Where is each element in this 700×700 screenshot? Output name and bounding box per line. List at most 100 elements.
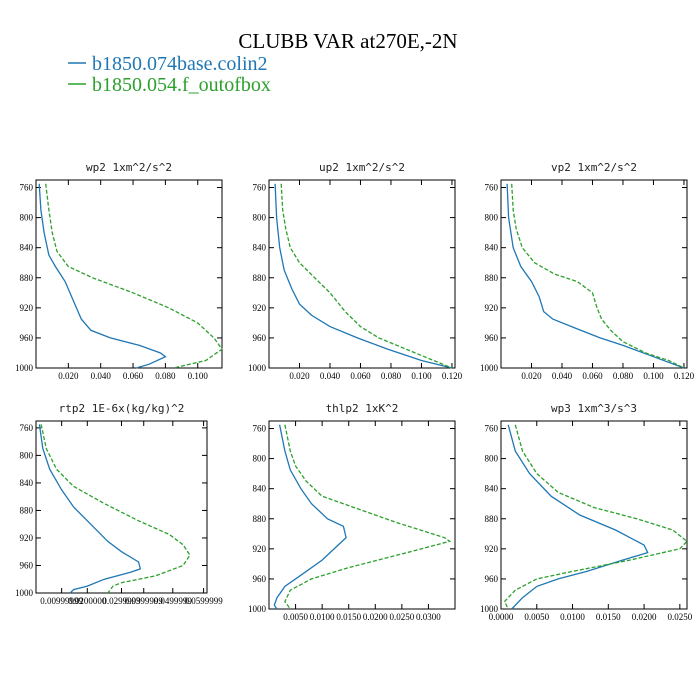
panel-title-3: rtp2 1E-6x(kg/kg)^2 xyxy=(59,402,185,415)
y-tick-label-5-1: 800 xyxy=(485,454,499,464)
series-line-3-1 xyxy=(40,424,191,594)
y-tick-label-4-5: 960 xyxy=(253,574,267,584)
y-tick-label-4-0: 760 xyxy=(253,424,267,434)
chart-panel-5: wp3 1xm^3/s^3 760 800 840 880 920 960 10000.000… xyxy=(480,402,693,622)
x-tick-label-5-5: 0.0250 xyxy=(667,612,692,622)
y-tick-label-3-6: 1000 xyxy=(15,588,34,598)
series-line-2-0 xyxy=(506,183,685,369)
chart-panel-0: wp2 1xm^2/s^2 760 800 840 880 920 960 1000 0.020… xyxy=(15,161,223,381)
y-tick-label-1-6: 1000 xyxy=(248,363,267,373)
x-tick-label-3-5: 0.0599999 xyxy=(184,596,223,606)
y-tick-label-5-4: 920 xyxy=(485,544,499,554)
y-tick-label-0-0: 760 xyxy=(20,183,34,193)
y-tick-label-0-5: 960 xyxy=(20,333,34,343)
y-tick-label-1-1: 800 xyxy=(253,213,267,223)
panel-title-5: wp3 1xm^3/s^3 xyxy=(551,402,637,415)
series-line-2-1 xyxy=(511,183,685,369)
x-tick-label-4-4: 0.0250 xyxy=(389,612,414,622)
y-tick-label-2-2: 840 xyxy=(485,243,499,253)
legend: b1850.074base.colin2 b1850.054.f_outofbo… xyxy=(68,53,271,96)
y-tick-label-1-4: 920 xyxy=(253,303,267,313)
panel-frame-1 xyxy=(268,179,456,369)
chart-panel-3: rtp2 1E-6x(kg/kg)^2 760 800 840 880 920 960 100… xyxy=(15,402,223,606)
x-tick-label-5-4: 0.0200 xyxy=(632,612,657,622)
x-tick-label-2-3: 0.080 xyxy=(613,371,634,381)
series-line-4-1 xyxy=(284,424,452,610)
x-tick-label-2-2: 0.060 xyxy=(582,371,603,381)
y-tick-label-1-0: 760 xyxy=(253,183,267,193)
legend-label-0: b1850.074base.colin2 xyxy=(92,53,268,75)
x-tick-label-4-5: 0.0300 xyxy=(416,612,441,622)
y-tick-label-0-2: 840 xyxy=(20,243,34,253)
x-tick-label-1-1: 0.040 xyxy=(320,371,341,381)
y-tick-label-2-5: 960 xyxy=(485,333,499,343)
x-tick-label-5-2: 0.0100 xyxy=(560,612,585,622)
x-tick-label-2-1: 0.040 xyxy=(552,371,573,381)
x-tick-label-0-4: 0.100 xyxy=(188,371,209,381)
y-tick-label-1-2: 840 xyxy=(253,243,267,253)
y-tick-label-4-2: 840 xyxy=(253,484,267,494)
x-tick-label-1-0: 0.020 xyxy=(289,371,310,381)
x-tick-label-5-3: 0.0150 xyxy=(596,612,621,622)
panels: wp2 1xm^2/s^2 760 800 840 880 920 960 1000 0.020… xyxy=(15,161,695,622)
x-tick-label-2-5: 0.120 xyxy=(674,371,695,381)
panel-frame-2 xyxy=(500,179,688,369)
x-tick-label-4-1: 0.0100 xyxy=(310,612,335,622)
y-tick-label-2-0: 760 xyxy=(485,183,499,193)
y-tick-label-3-2: 840 xyxy=(20,478,34,488)
x-tick-label-3-3: 0.0399999 xyxy=(125,596,164,606)
x-tick-label-4-2: 0.0150 xyxy=(336,612,361,622)
series-line-1-1 xyxy=(280,183,453,369)
panel-frame-5 xyxy=(500,420,688,610)
y-tick-label-1-5: 960 xyxy=(253,333,267,343)
x-tick-label-0-3: 0.080 xyxy=(155,371,176,381)
x-tick-label-1-2: 0.060 xyxy=(350,371,371,381)
y-tick-label-3-0: 760 xyxy=(20,423,34,433)
y-tick-label-4-1: 800 xyxy=(253,454,267,464)
series-line-1-0 xyxy=(274,183,453,369)
chart-panel-1: up2 1xm^2/s^2 760 800 840 880 920 960 1000 0.020… xyxy=(248,161,463,381)
y-tick-label-0-4: 920 xyxy=(20,303,34,313)
x-tick-label-1-4: 0.100 xyxy=(411,371,432,381)
series-line-0-0 xyxy=(38,183,167,369)
x-tick-label-4-0: 0.0050 xyxy=(283,612,308,622)
x-tick-label-3-2: 0.0299999 xyxy=(102,596,141,606)
panel-title-0: wp2 1xm^2/s^2 xyxy=(86,161,172,174)
y-tick-label-2-1: 800 xyxy=(485,213,499,223)
y-tick-label-0-6: 1000 xyxy=(15,363,34,373)
panel-frame-3 xyxy=(35,420,208,594)
y-tick-label-4-4: 920 xyxy=(253,544,267,554)
x-tick-label-1-5: 0.120 xyxy=(442,371,463,381)
panel-title-2: vp2 1xm^2/s^2 xyxy=(551,161,637,174)
x-tick-label-1-3: 0.080 xyxy=(381,371,402,381)
y-tick-label-2-4: 920 xyxy=(485,303,499,313)
y-tick-label-5-2: 840 xyxy=(485,484,499,494)
y-tick-label-4-6: 1000 xyxy=(248,604,267,614)
series-line-3-0 xyxy=(38,424,142,594)
chart-panel-2: vp2 1xm^2/s^2 760 800 840 880 920 960 1000 0.020… xyxy=(480,161,695,381)
x-tick-label-5-1: 0.0050 xyxy=(524,612,549,622)
series-line-5-0 xyxy=(507,424,649,610)
y-tick-label-2-6: 1000 xyxy=(480,363,499,373)
x-tick-label-3-0: 0.00999999 xyxy=(40,596,83,606)
panel-frame-0 xyxy=(35,179,223,369)
panel-frame-4 xyxy=(268,420,456,610)
y-tick-label-5-3: 880 xyxy=(485,514,499,524)
series-line-5-1 xyxy=(503,424,688,610)
x-tick-label-3-4: 0.0499999 xyxy=(154,596,193,606)
series-line-4-0 xyxy=(273,424,347,610)
x-tick-label-0-2: 0.060 xyxy=(123,371,144,381)
x-tick-label-0-1: 0.040 xyxy=(91,371,112,381)
y-tick-label-2-3: 880 xyxy=(485,273,499,283)
y-tick-label-5-5: 960 xyxy=(485,574,499,584)
series-line-0-1 xyxy=(45,183,223,369)
y-tick-label-0-1: 800 xyxy=(20,213,34,223)
panel-title-4: thlp2 1xK^2 xyxy=(326,402,399,415)
y-tick-label-3-3: 880 xyxy=(20,505,34,515)
y-tick-label-3-5: 960 xyxy=(20,560,34,570)
y-tick-label-3-1: 800 xyxy=(20,450,34,460)
y-tick-label-1-3: 880 xyxy=(253,273,267,283)
y-tick-label-3-4: 920 xyxy=(20,533,34,543)
